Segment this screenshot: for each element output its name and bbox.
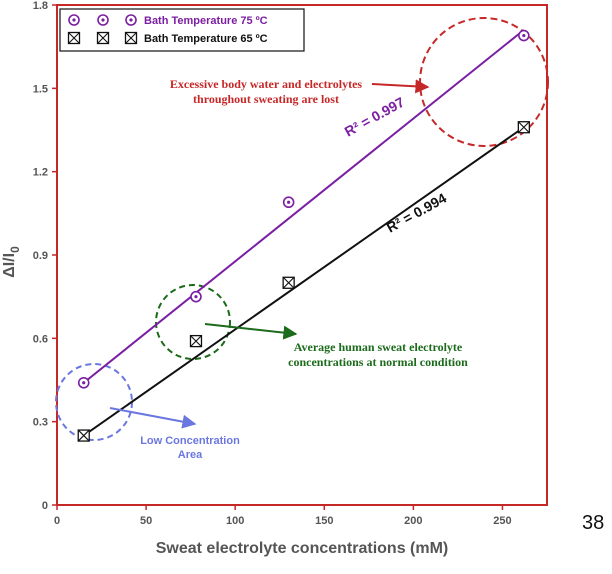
marker-dot <box>194 295 198 299</box>
annotation-average-line2: concentrations at normal condition <box>288 355 468 369</box>
arrow-blue <box>109 407 197 429</box>
marker-cross <box>517 121 530 134</box>
annotation-average-line1: Average human sweat electrolyte <box>294 340 463 354</box>
legend-marker-65 <box>67 31 81 45</box>
marker-cross <box>97 32 109 44</box>
fit-line-65 <box>83 126 525 437</box>
y-tick-label: 1.5 <box>33 83 48 95</box>
x-tick-label: 50 <box>140 515 152 527</box>
data-point-65 <box>77 429 90 442</box>
x-tick-label: 200 <box>404 515 422 527</box>
marker-dot <box>287 200 291 204</box>
marker-cross <box>77 429 90 442</box>
legend: Bath Temperature 75 ºC Bath Temperature … <box>59 8 305 52</box>
legend-marker-75 <box>68 14 80 26</box>
fit-line-75 <box>83 29 525 384</box>
x-axis-label: Sweat electrolyte concentrations (mM) <box>156 540 449 557</box>
marker-cross <box>125 32 137 44</box>
marker-cross <box>190 335 202 348</box>
y-tick-label: 0.3 <box>33 417 48 429</box>
r2-label-65: R² = 0.994 <box>384 190 449 236</box>
legend-marker-75 <box>125 14 137 26</box>
legend-marker-65 <box>124 31 138 45</box>
average-concentration-circle <box>155 284 231 360</box>
y-tick-label: 0.9 <box>33 250 48 262</box>
y-tick-label: 0 <box>42 500 48 512</box>
x-tick-label: 0 <box>54 515 60 527</box>
annotation-low-line2: Area <box>178 449 203 461</box>
y-tick-label: 1.8 <box>33 0 48 12</box>
marker-dot <box>101 18 105 22</box>
annotation-excessive-line2: throughout sweating are lost <box>193 92 339 106</box>
marker-dot <box>72 18 76 22</box>
annotation-low-line1: Low Concentration <box>140 435 240 447</box>
x-tick-label: 150 <box>315 515 333 527</box>
marker-dot <box>129 18 133 22</box>
y-tick-label: 0.6 <box>33 333 48 345</box>
annotation-average-sweat: Average human sweat electrolyte concentr… <box>204 323 468 369</box>
data-point-75 <box>518 29 530 42</box>
page-number: 38 <box>582 512 605 534</box>
data-points <box>77 29 530 442</box>
r2-label-75: R² = 0.997 <box>342 94 407 140</box>
y-axis-label: ΔI/I0 <box>1 246 22 278</box>
arrow-green <box>204 323 298 340</box>
marker-dot <box>522 33 526 38</box>
data-point-75 <box>77 376 90 389</box>
fit-lines <box>83 29 525 437</box>
legend-label-75: Bath Temperature 75 ºC <box>144 15 268 27</box>
legend-label-65: Bath Temperature 65 ºC <box>144 33 268 45</box>
data-point-65 <box>282 276 295 289</box>
y-tick-label: 1.2 <box>33 167 48 179</box>
data-point-65 <box>189 334 203 348</box>
data-point-75 <box>190 290 202 303</box>
arrow-red <box>371 79 430 94</box>
svg-text:ΔI/I0: ΔI/I0 <box>1 246 22 278</box>
annotation-excessive-loss: Excessive body water and electrolytes th… <box>170 77 430 106</box>
x-tick-label: 250 <box>493 515 511 527</box>
data-point-75 <box>282 196 295 209</box>
x-tick-label: 100 <box>226 515 244 527</box>
annotation-excessive-line1: Excessive body water and electrolytes <box>170 77 363 91</box>
legend-marker-65 <box>96 31 110 45</box>
y-axis-ticks: 0 0.3 0.6 0.9 1.2 1.5 1.8 <box>33 0 57 512</box>
annotation-low-concentration: Low Concentration Area <box>109 407 240 461</box>
marker-cross <box>68 32 80 44</box>
x-axis-ticks: 0 50 100 150 200 250 <box>54 505 512 527</box>
legend-marker-75 <box>97 14 109 26</box>
data-point-65 <box>517 121 530 134</box>
marker-cross <box>282 276 295 289</box>
marker-dot <box>82 381 86 385</box>
